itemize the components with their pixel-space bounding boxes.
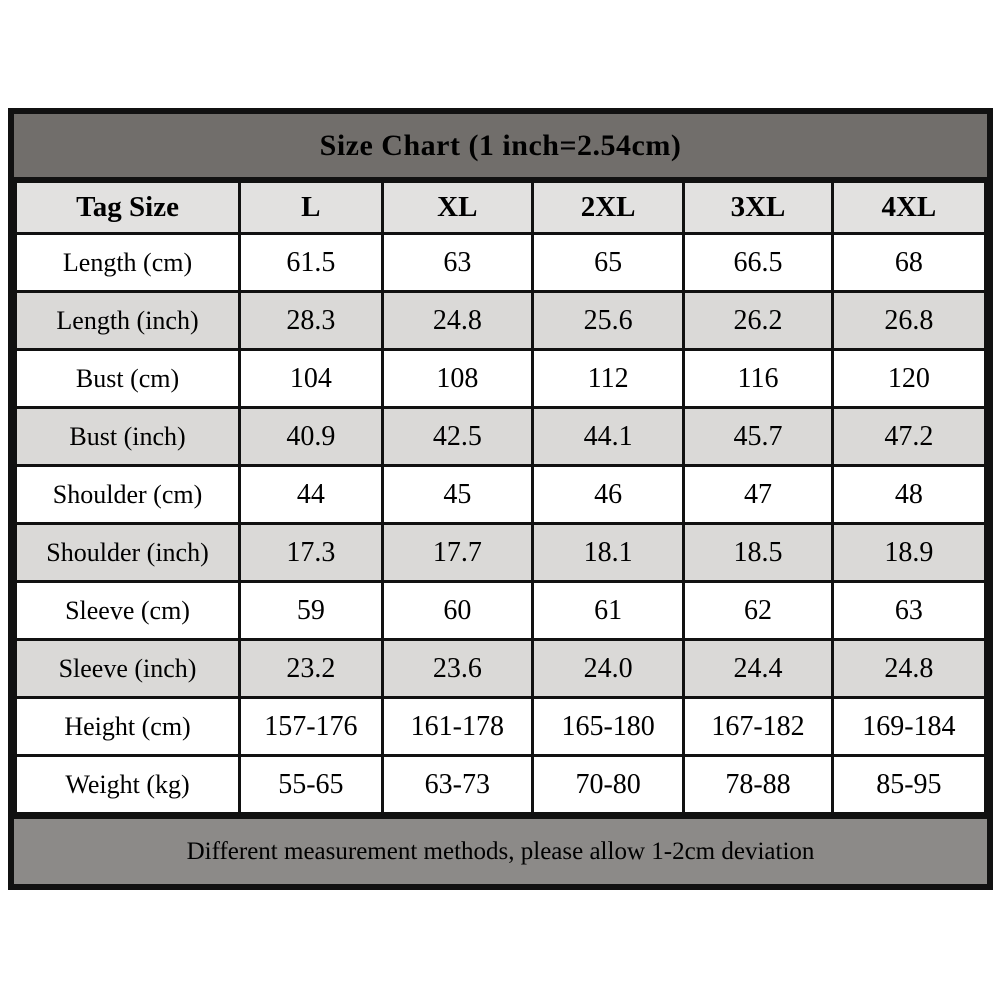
size-value-cell: 78-88 <box>682 754 834 815</box>
size-value-cell: 26.8 <box>830 290 988 351</box>
row-label: Sleeve (inch) <box>13 638 242 699</box>
size-value-cell: 42.5 <box>380 406 534 467</box>
size-value-cell: 63 <box>830 580 988 641</box>
size-value-cell: 45 <box>380 464 534 525</box>
size-value-cell: 44 <box>238 464 384 525</box>
size-value-cell: 61 <box>530 580 686 641</box>
size-value-cell: 24.8 <box>830 638 988 699</box>
size-value-cell: 167-182 <box>682 696 834 757</box>
size-value-cell: 24.4 <box>682 638 834 699</box>
size-value-cell: 108 <box>380 348 534 409</box>
table-row-shoulder-inch: Shoulder (inch) 17.3 17.7 18.1 18.5 18.9 <box>13 522 988 583</box>
size-value-cell: 62 <box>682 580 834 641</box>
size-value-cell: 63 <box>380 232 534 293</box>
size-value-cell: 157-176 <box>238 696 384 757</box>
size-value-cell: 165-180 <box>530 696 686 757</box>
table-footnote: Different measurement methods, please al… <box>14 815 987 884</box>
size-value-cell: 40.9 <box>238 406 384 467</box>
size-value-cell: 66.5 <box>682 232 834 293</box>
size-value-cell: 24.0 <box>530 638 686 699</box>
size-value-cell: 85-95 <box>830 754 988 815</box>
column-header-xl: XL <box>380 180 534 235</box>
column-header-2xl: 2XL <box>530 180 686 235</box>
size-value-cell: 18.1 <box>530 522 686 583</box>
row-label: Bust (inch) <box>13 406 242 467</box>
column-header-4xl: 4XL <box>830 180 988 235</box>
row-label: Length (inch) <box>13 290 242 351</box>
column-header-tag-size: Tag Size <box>13 180 242 235</box>
size-value-cell: 23.2 <box>238 638 384 699</box>
size-value-cell: 18.5 <box>682 522 834 583</box>
size-value-cell: 28.3 <box>238 290 384 351</box>
row-label: Sleeve (cm) <box>13 580 242 641</box>
size-value-cell: 23.6 <box>380 638 534 699</box>
row-label: Bust (cm) <box>13 348 242 409</box>
table-row-bust-cm: Bust (cm) 104 108 112 116 120 <box>13 348 988 409</box>
size-value-cell: 17.7 <box>380 522 534 583</box>
size-value-cell: 17.3 <box>238 522 384 583</box>
table-row-length-inch: Length (inch) 28.3 24.8 25.6 26.2 26.8 <box>13 290 988 351</box>
size-value-cell: 47 <box>682 464 834 525</box>
size-value-cell: 18.9 <box>830 522 988 583</box>
size-value-cell: 120 <box>830 348 988 409</box>
size-chart-table: Size Chart (1 inch=2.54cm) Tag Size L XL… <box>8 108 993 890</box>
table-row-sleeve-inch: Sleeve (inch) 23.2 23.6 24.0 24.4 24.8 <box>13 638 988 699</box>
row-label: Shoulder (cm) <box>13 464 242 525</box>
table-row-length-cm: Length (cm) 61.5 63 65 66.5 68 <box>13 232 988 293</box>
size-value-cell: 104 <box>238 348 384 409</box>
size-value-cell: 26.2 <box>682 290 834 351</box>
size-value-cell: 60 <box>380 580 534 641</box>
table-row-sleeve-cm: Sleeve (cm) 59 60 61 62 63 <box>13 580 988 641</box>
size-value-cell: 116 <box>682 348 834 409</box>
size-value-cell: 68 <box>830 232 988 293</box>
table-row-shoulder-cm: Shoulder (cm) 44 45 46 47 48 <box>13 464 988 525</box>
row-label: Shoulder (inch) <box>13 522 242 583</box>
size-value-cell: 24.8 <box>380 290 534 351</box>
size-table: Tag Size L XL 2XL 3XL 4XL Length (cm) 61… <box>13 180 988 815</box>
table-row-weight-kg: Weight (kg) 55-65 63-73 70-80 78-88 85-9… <box>13 754 988 815</box>
table-row-height-cm: Height (cm) 157-176 161-178 165-180 167-… <box>13 696 988 757</box>
size-value-cell: 46 <box>530 464 686 525</box>
row-label: Weight (kg) <box>13 754 242 815</box>
size-value-cell: 45.7 <box>682 406 834 467</box>
size-value-cell: 44.1 <box>530 406 686 467</box>
size-value-cell: 25.6 <box>530 290 686 351</box>
table-row-bust-inch: Bust (inch) 40.9 42.5 44.1 45.7 47.2 <box>13 406 988 467</box>
size-value-cell: 63-73 <box>380 754 534 815</box>
column-header-l: L <box>238 180 384 235</box>
size-value-cell: 61.5 <box>238 232 384 293</box>
size-value-cell: 161-178 <box>380 696 534 757</box>
size-value-cell: 70-80 <box>530 754 686 815</box>
size-value-cell: 112 <box>530 348 686 409</box>
header-row: Tag Size L XL 2XL 3XL 4XL <box>13 180 988 235</box>
size-value-cell: 55-65 <box>238 754 384 815</box>
row-label: Height (cm) <box>13 696 242 757</box>
row-label: Length (cm) <box>13 232 242 293</box>
size-value-cell: 59 <box>238 580 384 641</box>
column-header-3xl: 3XL <box>682 180 834 235</box>
size-value-cell: 65 <box>530 232 686 293</box>
size-value-cell: 48 <box>830 464 988 525</box>
size-value-cell: 169-184 <box>830 696 988 757</box>
size-value-cell: 47.2 <box>830 406 988 467</box>
table-title: Size Chart (1 inch=2.54cm) <box>14 114 987 180</box>
